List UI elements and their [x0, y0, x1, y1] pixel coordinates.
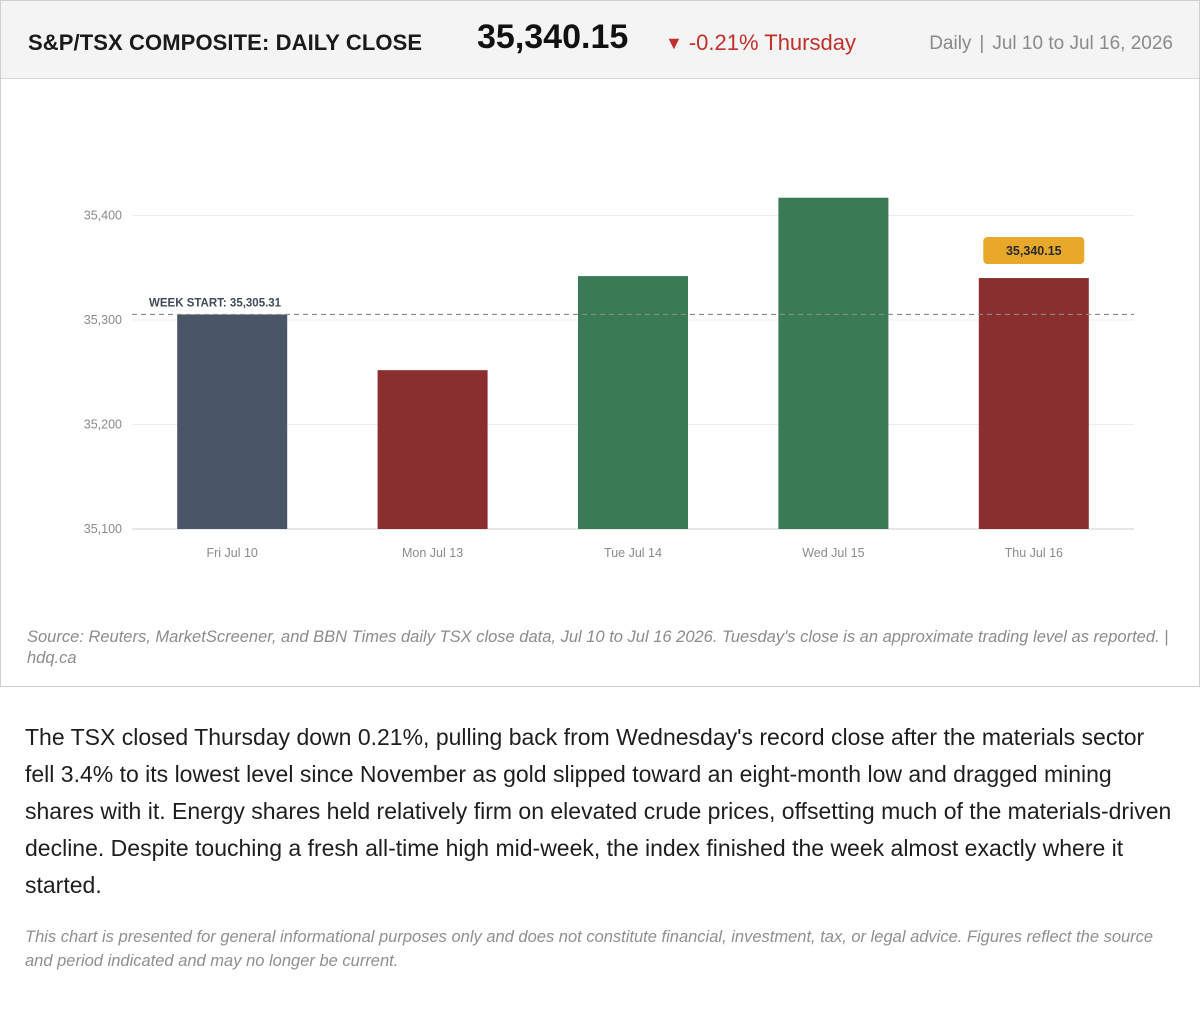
- x-tick-label: Tue Jul 14: [604, 546, 662, 560]
- bar-tue-jul-14: [578, 276, 688, 529]
- value-callout-label: 35,340.15: [1006, 244, 1062, 258]
- chart-header: S&P/TSX COMPOSITE: DAILY CLOSE 35,340.15…: [1, 1, 1199, 79]
- price-change: ▼ -0.21% Thursday: [665, 30, 856, 56]
- source-note: Source: Reuters, MarketScreener, and BBN…: [27, 628, 1169, 667]
- y-tick-label: 35,300: [84, 313, 122, 327]
- value-callout-badge: [983, 237, 1085, 265]
- date-range: Jul 10 to Jul 16, 2026: [992, 33, 1173, 54]
- chart-title: S&P/TSX COMPOSITE: DAILY CLOSE: [28, 30, 423, 55]
- x-tick-label: Thu Jul 16: [1005, 546, 1063, 560]
- bar-thu-jul-16: [978, 278, 1089, 529]
- period-info: Daily | Jul 10 to Jul 16, 2026: [929, 33, 1173, 55]
- frequency-label: Daily: [929, 33, 972, 54]
- y-tick-label: 35,100: [84, 522, 122, 536]
- change-text: -0.21% Thursday: [688, 30, 856, 55]
- x-tick-label: Wed Jul 15: [802, 546, 864, 560]
- current-price: 35,340.15: [477, 18, 629, 56]
- bar-wed-jul-15: [778, 197, 889, 530]
- bar-fri-jul-10: [177, 314, 288, 529]
- summary-paragraph: The TSX closed Thursday down 0.21%, pull…: [25, 724, 1172, 898]
- down-arrow-icon: ▼: [665, 33, 683, 53]
- y-tick-label: 35,400: [84, 209, 122, 223]
- period-separator: |: [979, 33, 985, 54]
- chart-card: S&P/TSX COMPOSITE: DAILY CLOSE 35,340.15…: [0, 0, 1200, 687]
- bar-chart: 35,100 35,200 35,300 35,400 Fri Jul 10 Mon Ju…: [84, 197, 1134, 560]
- week-start-label: WEEK START: 35,305.31: [149, 297, 282, 309]
- x-tick-label: Fri Jul 10: [206, 546, 257, 560]
- bar-mon-jul-13: [377, 370, 488, 529]
- y-tick-label: 35,200: [84, 418, 122, 432]
- disclaimer-text: This chart is presented for general info…: [25, 928, 1154, 970]
- x-tick-label: Mon Jul 13: [402, 546, 463, 560]
